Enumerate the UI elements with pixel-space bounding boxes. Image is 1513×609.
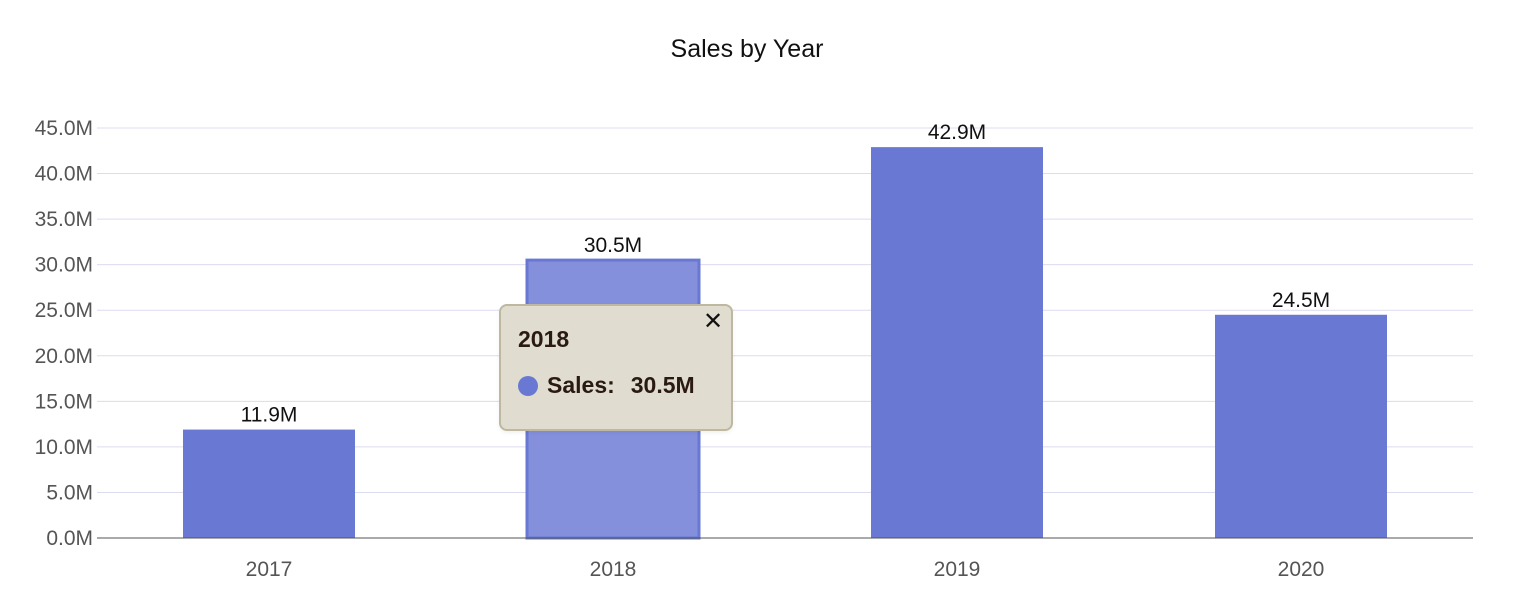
chart-title: Sales by Year	[671, 35, 824, 63]
series-color-swatch-icon	[518, 375, 538, 396]
bar-2017[interactable]	[183, 429, 355, 538]
y-tick-label: 35.0M	[35, 208, 93, 231]
bar-tooltip: 2018 Sales: 30.5M ✕	[499, 304, 733, 431]
close-icon[interactable]: ✕	[702, 308, 724, 335]
y-tick-label: 0.0M	[46, 527, 93, 550]
bars	[183, 147, 1387, 540]
bar-2020[interactable]	[1215, 314, 1387, 538]
y-tick-label: 15.0M	[35, 390, 93, 413]
y-tick-label: 30.0M	[35, 254, 93, 277]
y-tick-label: 10.0M	[35, 436, 93, 459]
y-tick-label: 20.0M	[35, 345, 93, 368]
x-tick-label-2020: 2020	[1278, 558, 1325, 581]
x-tick-label-2017: 2017	[246, 558, 293, 581]
y-tick-label: 45.0M	[35, 117, 93, 140]
data-label-2020: 24.5M	[1272, 289, 1330, 312]
y-tick-label: 25.0M	[35, 299, 93, 322]
y-tick-label: 5.0M	[46, 481, 93, 504]
data-label-2018: 30.5M	[584, 234, 642, 257]
x-tick-label-2018: 2018	[590, 558, 637, 581]
data-labels: 11.9M 30.5M 42.9M 24.5M	[241, 121, 1331, 426]
y-axis: 0.0M 5.0M 10.0M 15.0M 20.0M 25.0M 30.0M 35.0M 40…	[35, 117, 93, 550]
x-axis: 2017 2018 2019 2020	[97, 537, 1473, 581]
bar-2019[interactable]	[871, 147, 1043, 538]
data-label-2017: 11.9M	[241, 404, 298, 427]
x-tick-label-2019: 2019	[934, 558, 981, 581]
tooltip-series-row: Sales: 30.5M	[518, 372, 695, 399]
tooltip-series-label: Sales:	[547, 372, 615, 398]
tooltip-title: 2018	[518, 326, 570, 352]
data-label-2019: 42.9M	[928, 121, 986, 144]
y-tick-label: 40.0M	[35, 163, 93, 186]
tooltip-value: 30.5M	[630, 372, 695, 398]
